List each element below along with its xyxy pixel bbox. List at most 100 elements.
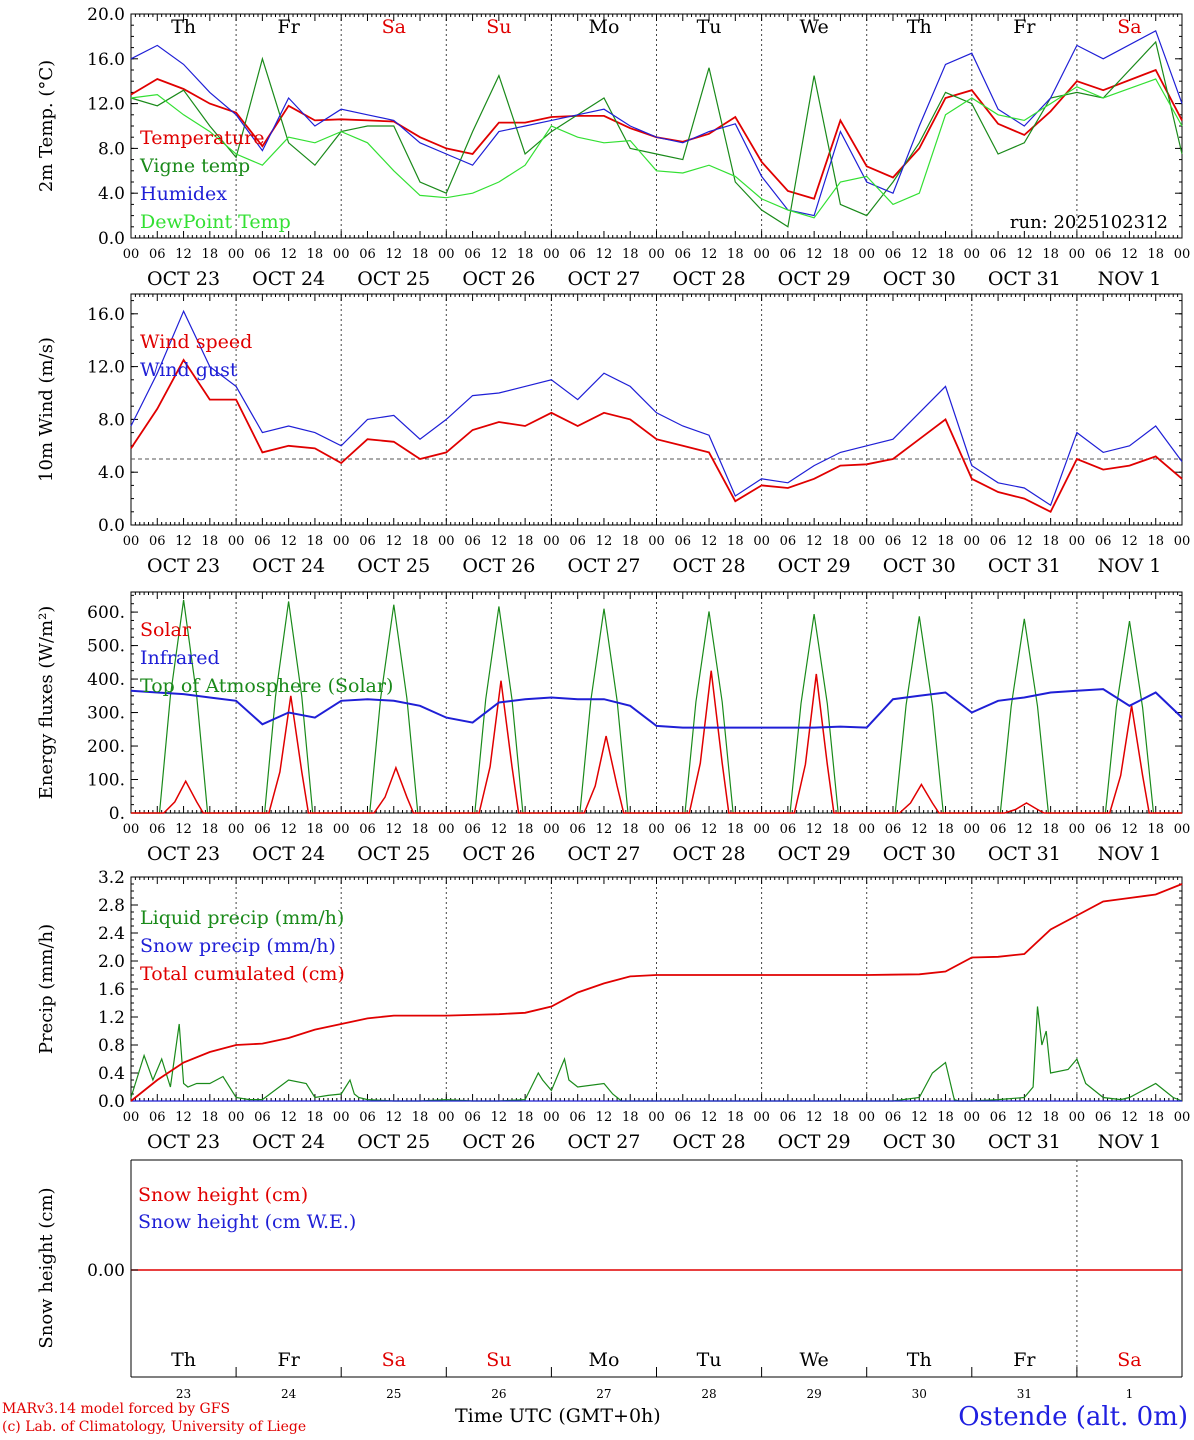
weekday-label: Th xyxy=(171,16,196,38)
day-number: 30 xyxy=(912,1387,927,1401)
hour-label: 06 xyxy=(569,822,586,837)
hour-label: 18 xyxy=(727,822,744,837)
date-label: OCT 30 xyxy=(883,555,956,577)
date-label: OCT 29 xyxy=(778,1131,851,1153)
hour-label: 06 xyxy=(780,247,797,262)
date-label: NOV 1 xyxy=(1098,268,1162,290)
hour-label: 06 xyxy=(464,1110,481,1125)
date-label: OCT 23 xyxy=(147,1131,220,1153)
hour-label: 12 xyxy=(175,822,192,837)
hour-label: 18 xyxy=(832,822,849,837)
legend-entry: Wind gust xyxy=(140,359,238,381)
hour-label: 18 xyxy=(832,1110,849,1125)
y-tick-label: 0.0 xyxy=(98,516,125,536)
y-tick-label: 100. xyxy=(87,771,125,791)
day-number: 29 xyxy=(807,1387,822,1401)
hour-label: 18 xyxy=(622,534,639,549)
hour-label: 06 xyxy=(569,1110,586,1125)
hour-label: 06 xyxy=(254,822,271,837)
legend-entry: Temperature xyxy=(140,127,264,149)
time-axis-label: Time UTC (GMT+0h) xyxy=(455,1405,661,1427)
y-tick-label: 16.0 xyxy=(87,305,125,325)
date-label: OCT 31 xyxy=(988,555,1061,577)
hour-label: 00 xyxy=(123,247,140,262)
location-label: Ostende (alt. 0m) xyxy=(958,1402,1188,1432)
hour-label: 06 xyxy=(254,247,271,262)
hour-label: 18 xyxy=(517,247,534,262)
weekday-label: Th xyxy=(907,16,932,38)
panel-2: 0. 100. 200. 300. 400. 500. 600. Energy fluxes … xyxy=(36,591,1190,865)
hour-label: 00 xyxy=(543,534,560,549)
hour-label: 12 xyxy=(491,247,508,262)
hour-label: 00 xyxy=(753,822,770,837)
hour-label: 18 xyxy=(1147,1110,1164,1125)
hour-label: 00 xyxy=(438,822,455,837)
weekday-label: Su xyxy=(486,1349,511,1371)
legend-entry: Vigne temp xyxy=(139,155,250,177)
hour-label: 12 xyxy=(911,1110,928,1125)
panel-4: 0.00 Snow height (cm) Snow height (cm) Snow… xyxy=(36,1159,1183,1401)
hour-label: 06 xyxy=(359,247,376,262)
y-tick-label: 200. xyxy=(87,737,125,757)
hour-label: 18 xyxy=(727,247,744,262)
hour-label: 18 xyxy=(937,534,954,549)
date-label: OCT 27 xyxy=(567,1131,640,1153)
y-tick-label: 12.0 xyxy=(87,358,125,378)
date-label: OCT 26 xyxy=(462,1131,535,1153)
date-label: OCT 30 xyxy=(883,1131,956,1153)
hour-label: 06 xyxy=(675,534,692,549)
hour-label: 12 xyxy=(280,247,297,262)
y-tick-label: 1.6 xyxy=(98,980,125,1000)
hour-label: 00 xyxy=(648,1110,665,1125)
hour-label: 12 xyxy=(806,534,823,549)
hour-label: 00 xyxy=(964,1110,981,1125)
y-tick-label: 500. xyxy=(87,637,125,657)
date-label: OCT 24 xyxy=(252,268,325,290)
date-label: OCT 26 xyxy=(462,268,535,290)
date-label: OCT 23 xyxy=(147,555,220,577)
hour-label: 18 xyxy=(622,822,639,837)
hour-label: 00 xyxy=(648,822,665,837)
hour-label: 18 xyxy=(1042,247,1059,262)
hour-label: 06 xyxy=(359,534,376,549)
hour-label: 18 xyxy=(622,1110,639,1125)
hour-label: 06 xyxy=(675,1110,692,1125)
hour-label: 12 xyxy=(280,534,297,549)
y-tick-label: 16.0 xyxy=(87,50,125,70)
y-tick-label: 12.0 xyxy=(87,95,125,115)
hour-label: 06 xyxy=(464,247,481,262)
hour-label: 18 xyxy=(307,534,324,549)
y-tick-label: 400. xyxy=(87,670,125,690)
weekday-label: Mo xyxy=(588,1349,619,1371)
hour-label: 18 xyxy=(412,1110,429,1125)
hour-label: 12 xyxy=(491,822,508,837)
hour-label: 00 xyxy=(964,822,981,837)
hour-label: 12 xyxy=(385,1110,402,1125)
hour-label: 06 xyxy=(1095,247,1112,262)
weekday-label: Sa xyxy=(1117,1349,1141,1371)
series-line-humidex xyxy=(130,29,1183,217)
hour-label: 06 xyxy=(885,1110,902,1125)
hour-label: 12 xyxy=(175,534,192,549)
date-label: OCT 28 xyxy=(673,1131,746,1153)
series-line-solar xyxy=(131,670,1182,814)
hour-label: 18 xyxy=(307,247,324,262)
hour-label: 00 xyxy=(1174,247,1191,262)
date-label: OCT 25 xyxy=(357,268,430,290)
y-axis-label: 10m Wind (m/s) xyxy=(36,337,57,482)
y-axis-label: Snow height (cm) xyxy=(36,1187,57,1348)
date-label: OCT 30 xyxy=(883,268,956,290)
y-tick-label: 0.0 xyxy=(98,1092,125,1112)
hour-label: 06 xyxy=(990,1110,1007,1125)
hour-label: 18 xyxy=(1042,822,1059,837)
series-line-infrared xyxy=(130,688,1183,729)
model-label: MARv3.14 model forced by GFS xyxy=(2,1401,231,1417)
hour-label: 06 xyxy=(149,822,166,837)
hour-label: 18 xyxy=(517,534,534,549)
hour-label: 12 xyxy=(385,247,402,262)
hour-label: 00 xyxy=(543,822,560,837)
date-label: OCT 27 xyxy=(567,555,640,577)
legend-entry: Wind speed xyxy=(140,331,252,353)
hour-label: 12 xyxy=(596,1110,613,1125)
credit-label: (c) Lab. of Climatology, University of L… xyxy=(2,1419,307,1435)
